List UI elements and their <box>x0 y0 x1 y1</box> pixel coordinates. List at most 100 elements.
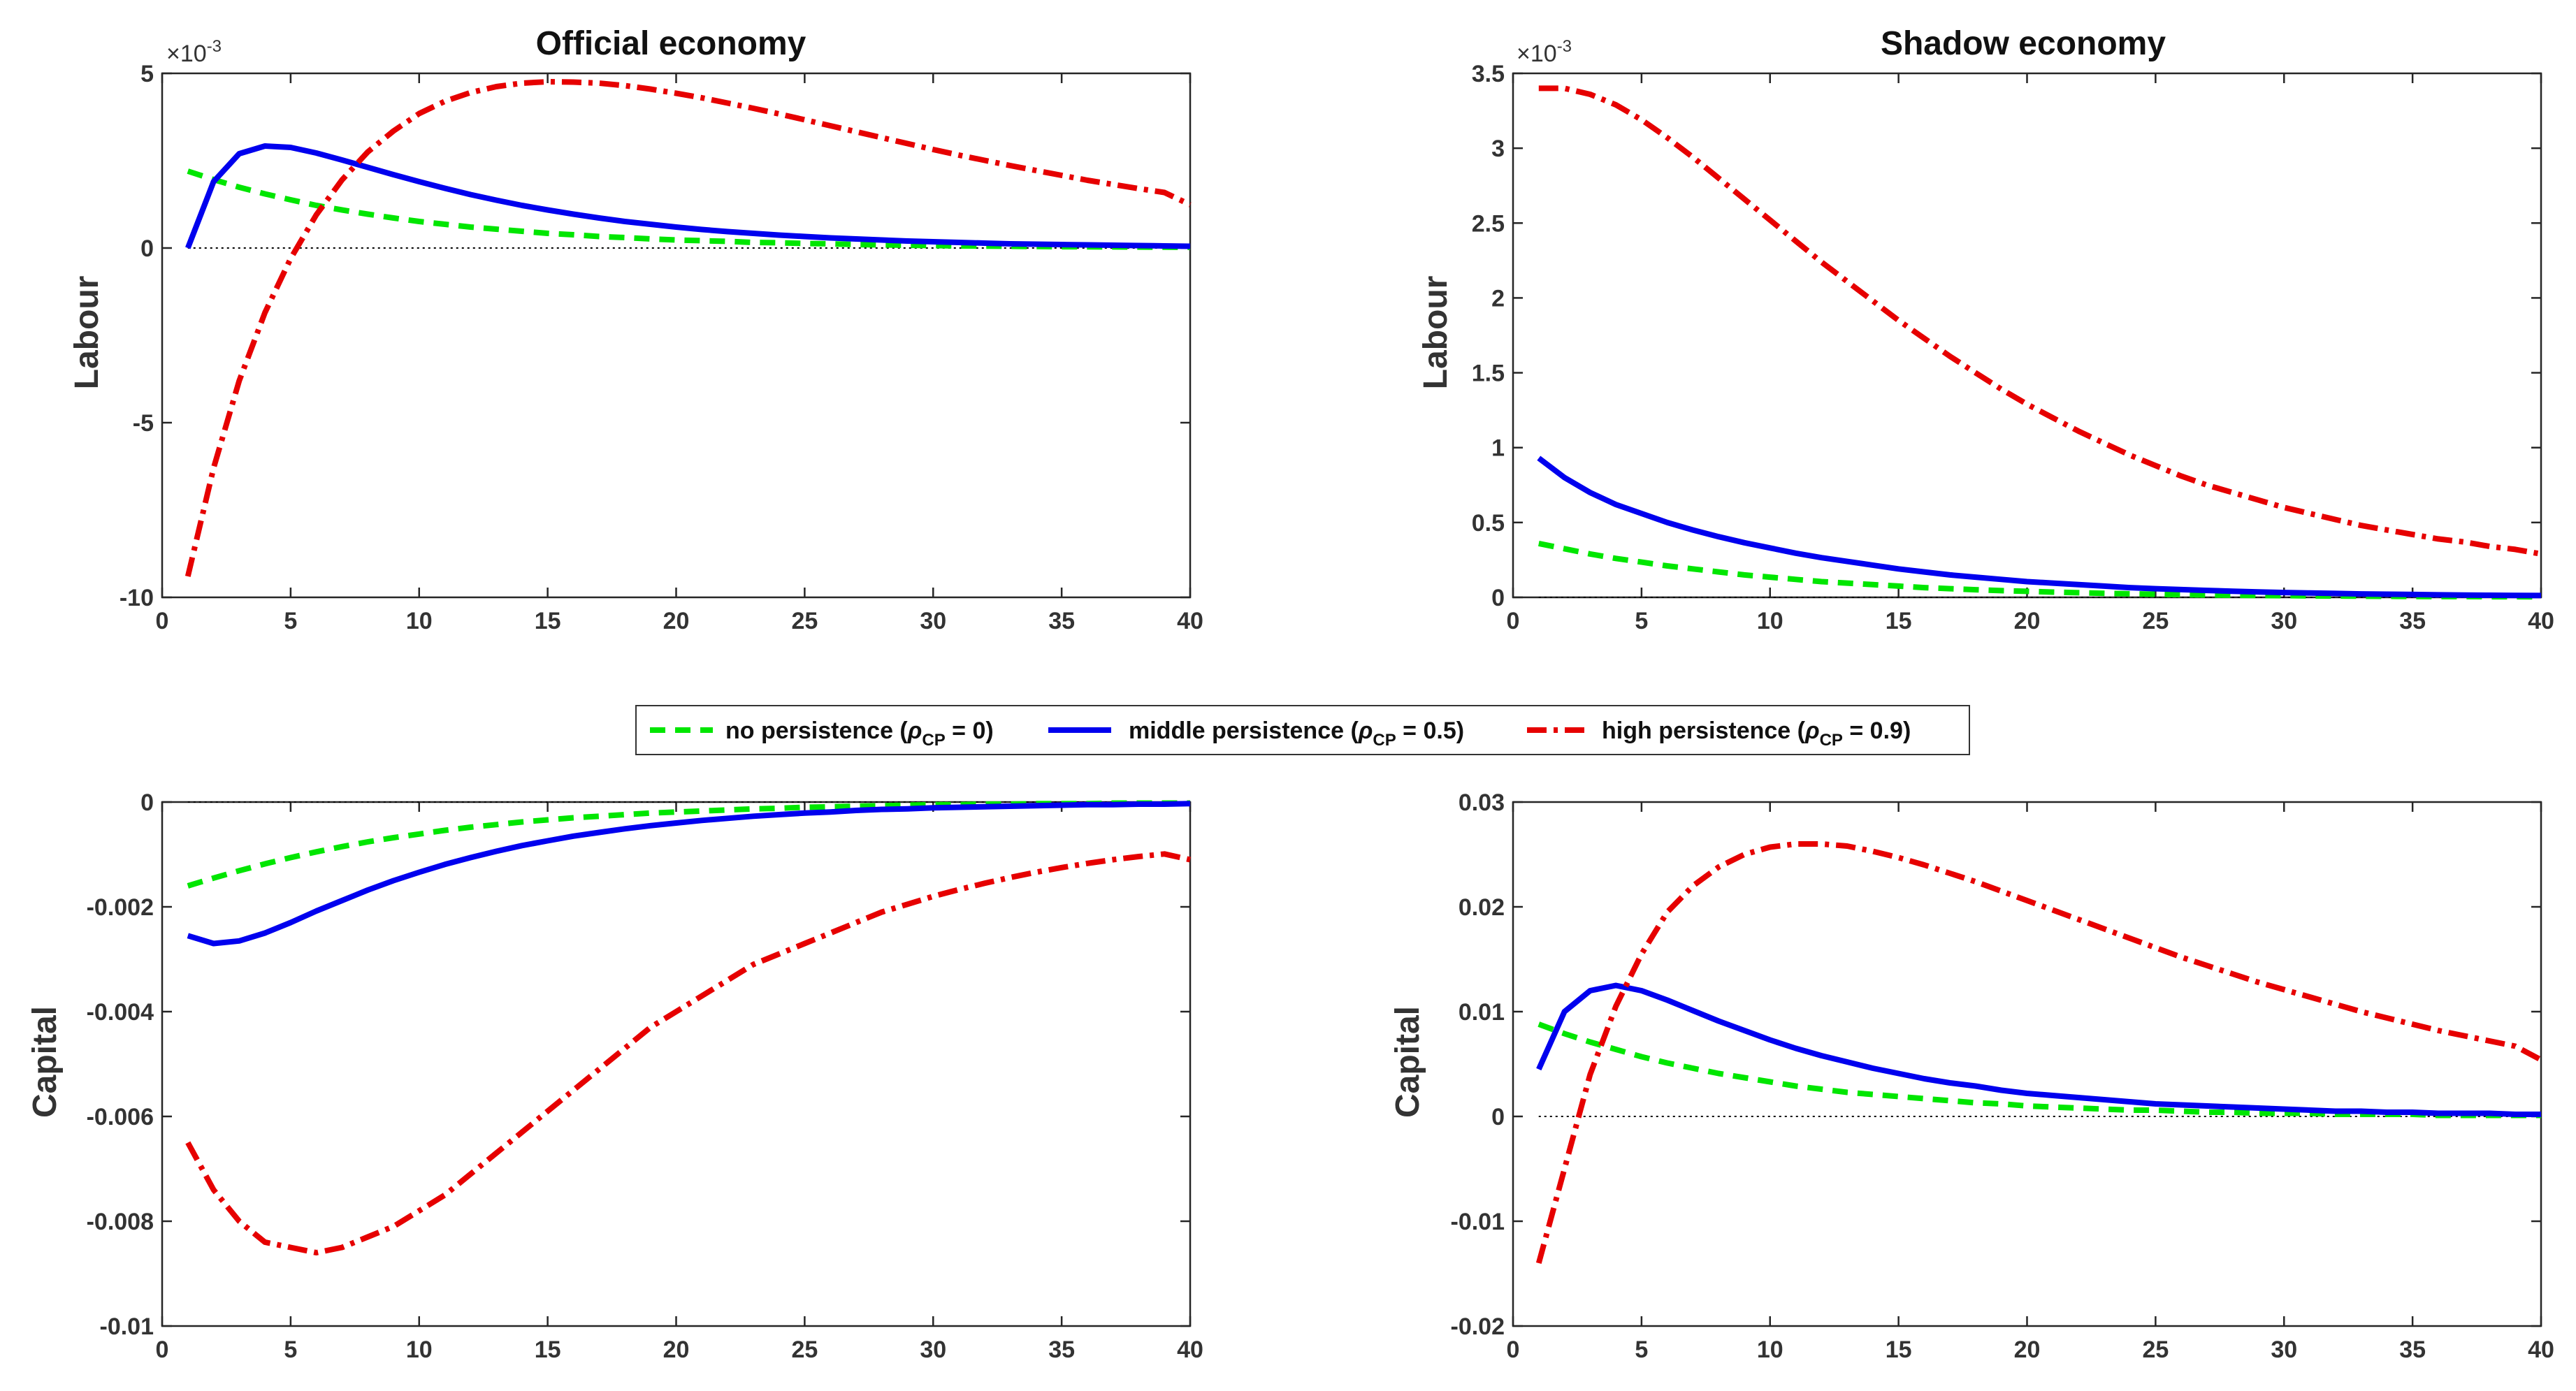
y-axis-label: Capital <box>1389 1006 1426 1118</box>
x-tick-label: 30 <box>920 1337 946 1363</box>
x-tick-label: 40 <box>2528 608 2554 634</box>
y-tick-label: 2 <box>1491 285 1505 312</box>
x-tick-label: 20 <box>2014 1337 2041 1363</box>
x-tick-label: 35 <box>2399 608 2426 634</box>
series-line-middle-persistence <box>1537 456 2542 599</box>
y-tick-label: -5 <box>133 410 154 437</box>
x-tick-label: 15 <box>535 1337 561 1363</box>
legend-rho: 0.9 <box>1870 718 1903 744</box>
x-tick-label: 35 <box>1048 608 1075 634</box>
y-tick-label: -0.002 <box>87 894 154 921</box>
x-tick-label: 30 <box>920 608 946 634</box>
legend-rho: 0.5 <box>1423 718 1456 744</box>
series-line-middle-persistence <box>187 801 1191 947</box>
y-tick-label: -0.01 <box>1451 1209 1505 1235</box>
legend-name: middle persistence <box>1129 718 1344 744</box>
x-tick-label: 10 <box>406 1337 433 1363</box>
legend: no persistence (ρCP = 0) middle persiste… <box>635 705 1970 755</box>
x-tick-label: 30 <box>2271 608 2297 634</box>
series-layer <box>184 79 1192 577</box>
y-tick-label: 5 <box>140 61 154 87</box>
series-line-high-persistence <box>185 851 1191 1255</box>
series-line-high-persistence <box>1538 85 2542 557</box>
panel-shadow-labour: Shadow economy Labour ×10-3 0 5 10 15 20 25 30… <box>1417 25 2554 634</box>
axis-exponent-base: ×10 <box>1517 41 1557 67</box>
x-tick-label: 10 <box>1757 1337 1783 1363</box>
y-tick-label: -0.004 <box>87 999 154 1026</box>
x-tick-label: 0 <box>1507 608 1520 634</box>
x-tick-label: 5 <box>284 608 297 634</box>
panel-title: Shadow economy <box>1881 25 2166 62</box>
x-tick-label: 5 <box>1635 1337 1648 1363</box>
axes: 0 5 10 15 20 25 30 35 40 -0.02 -0.01 0 0.01 0.02 0.03 <box>1451 789 2554 1363</box>
y-tick-label: 3.5 <box>1472 61 1505 87</box>
series-line-high-persistence <box>184 79 1192 577</box>
x-tick-label: 25 <box>791 1337 818 1363</box>
y-tick-label: 0 <box>1491 585 1505 611</box>
series-line-middle-persistence <box>185 143 1191 249</box>
legend-name: no persistence <box>725 718 893 744</box>
x-tick-label: 40 <box>1177 608 1203 634</box>
axis-exponent-power: -3 <box>1557 37 1572 56</box>
x-tick-label: 10 <box>1757 608 1783 634</box>
legend-box <box>635 705 1970 755</box>
x-tick-label: 15 <box>1886 1337 1912 1363</box>
axis-exponent-power: -3 <box>207 37 222 56</box>
panel-official-capital: Capital 0 5 10 15 20 25 30 35 40 -0.01 -0.008 -0.00… <box>27 789 1203 1363</box>
x-tick-label: 0 <box>156 1337 169 1363</box>
y-axis-label: Labour <box>1417 276 1454 390</box>
y-tick-label: -0.02 <box>1451 1313 1505 1340</box>
y-tick-label: -10 <box>120 585 154 611</box>
y-tick-label: 0 <box>140 235 154 262</box>
y-tick-label: 0.5 <box>1472 510 1505 537</box>
y-tick-label: -0.01 <box>100 1313 154 1340</box>
x-tick-label: 30 <box>2271 1337 2297 1363</box>
y-tick-label: 3 <box>1491 136 1505 162</box>
y-tick-label: 1 <box>1491 435 1505 462</box>
legend-rho: 0 <box>972 718 985 744</box>
panel-title: Official economy <box>536 25 806 62</box>
y-axis-label: Capital <box>27 1006 64 1118</box>
legend-name: high persistence <box>1602 718 1790 744</box>
x-tick-label: 25 <box>791 608 818 634</box>
y-axis-label: Labour <box>68 276 106 390</box>
x-tick-label: 15 <box>1886 608 1912 634</box>
y-tick-label: -0.008 <box>87 1209 154 1235</box>
y-tick-label: 0 <box>1491 1104 1505 1130</box>
x-tick-label: 25 <box>2142 1337 2169 1363</box>
y-tick-label: 0.01 <box>1459 999 1505 1026</box>
legend-subscript: CP <box>922 731 945 750</box>
axes: 0 5 10 15 20 25 30 35 40 0 0.5 1 1.5 2 2.5 3 3.5 <box>1472 61 2554 634</box>
axis-exponent-base: ×10 <box>166 41 207 67</box>
panel-shadow-capital: Capital 0 5 10 15 20 25 30 35 40-0.02-0.0100.010… <box>1389 789 2554 1363</box>
x-tick-label: 0 <box>156 608 169 634</box>
x-tick-label: 35 <box>1048 1337 1075 1363</box>
series-layer <box>185 800 1191 1255</box>
y-tick-label: -0.006 <box>87 1104 154 1130</box>
x-tick-label: 15 <box>535 608 561 634</box>
x-tick-label: 35 <box>2399 1337 2426 1363</box>
axes: 0 5 10 15 20 25 30 35 40 -10 -5 0 5 <box>120 61 1203 634</box>
series-layer <box>1535 841 2542 1265</box>
y-tick-label: 1.5 <box>1472 361 1505 387</box>
x-tick-label: 40 <box>2528 1337 2554 1363</box>
x-tick-label: 5 <box>284 1337 297 1363</box>
axis-exponent: ×10-3 <box>1517 37 1572 67</box>
x-tick-label: 5 <box>1635 608 1648 634</box>
axis-exponent: ×10-3 <box>166 37 222 67</box>
x-tick-label: 25 <box>2142 608 2169 634</box>
x-tick-label: 10 <box>406 608 433 634</box>
series-line-high-persistence <box>1535 841 2542 1265</box>
legend-subscript: CP <box>1820 731 1843 750</box>
series-layer <box>1537 85 2542 600</box>
panel-official-labour: Official economy Labour ×10-3 0 5 10 15 20 25… <box>68 25 1203 634</box>
y-tick-label: 0 <box>140 789 154 816</box>
y-tick-label: 2.5 <box>1472 210 1505 237</box>
y-tick-label: 0.02 <box>1459 894 1505 921</box>
legend-subscript: CP <box>1373 731 1396 750</box>
x-tick-label: 40 <box>1177 1337 1203 1363</box>
series-line-middle-persistence <box>1536 982 2541 1117</box>
x-tick-label: 20 <box>2014 608 2041 634</box>
